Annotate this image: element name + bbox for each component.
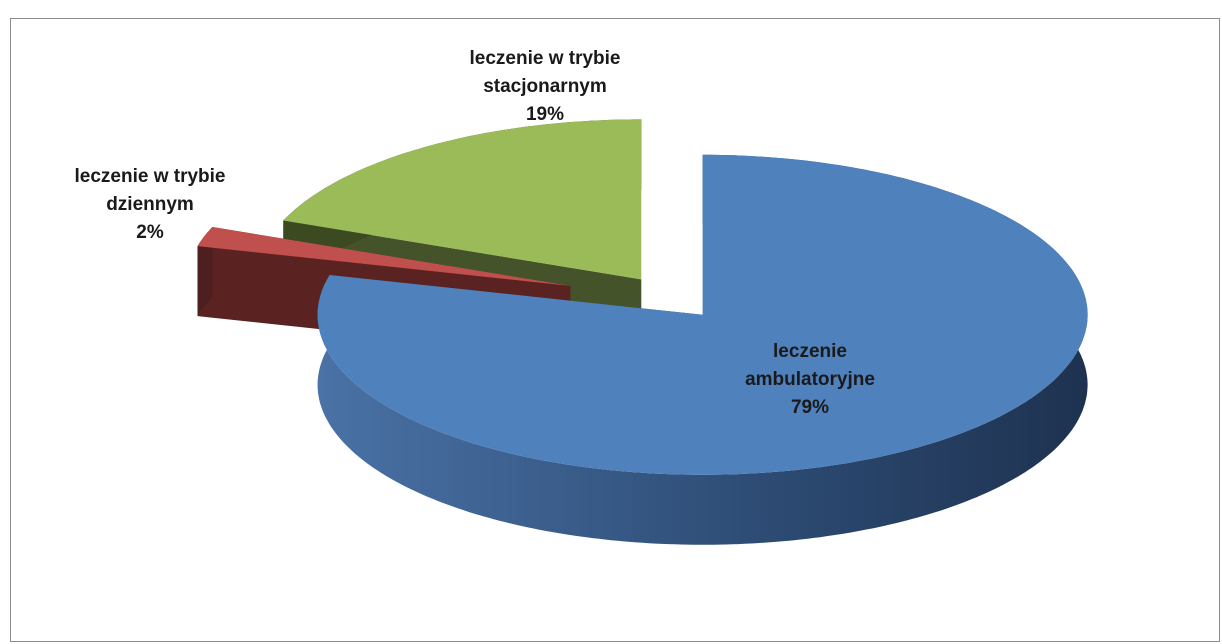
slice-label: leczenie w trybie stacjonarnym 19% xyxy=(430,45,660,129)
value-label: 2% xyxy=(136,222,164,243)
category-label: leczenie ambulatoryjne xyxy=(745,341,875,390)
slice-wall xyxy=(197,227,213,317)
slice xyxy=(317,154,1088,475)
value-label: 19% xyxy=(525,104,565,125)
category-label: leczenie w trybie stacjonarnym xyxy=(469,48,621,97)
slice-label: leczenie w trybie dziennym 2% xyxy=(45,163,255,247)
slice-label: leczenie ambulatoryjne 79% xyxy=(720,338,900,422)
value-label: 79% xyxy=(790,397,830,418)
category-label: leczenie w trybie dziennym xyxy=(74,166,226,215)
slice xyxy=(197,227,571,286)
slice xyxy=(283,119,642,280)
